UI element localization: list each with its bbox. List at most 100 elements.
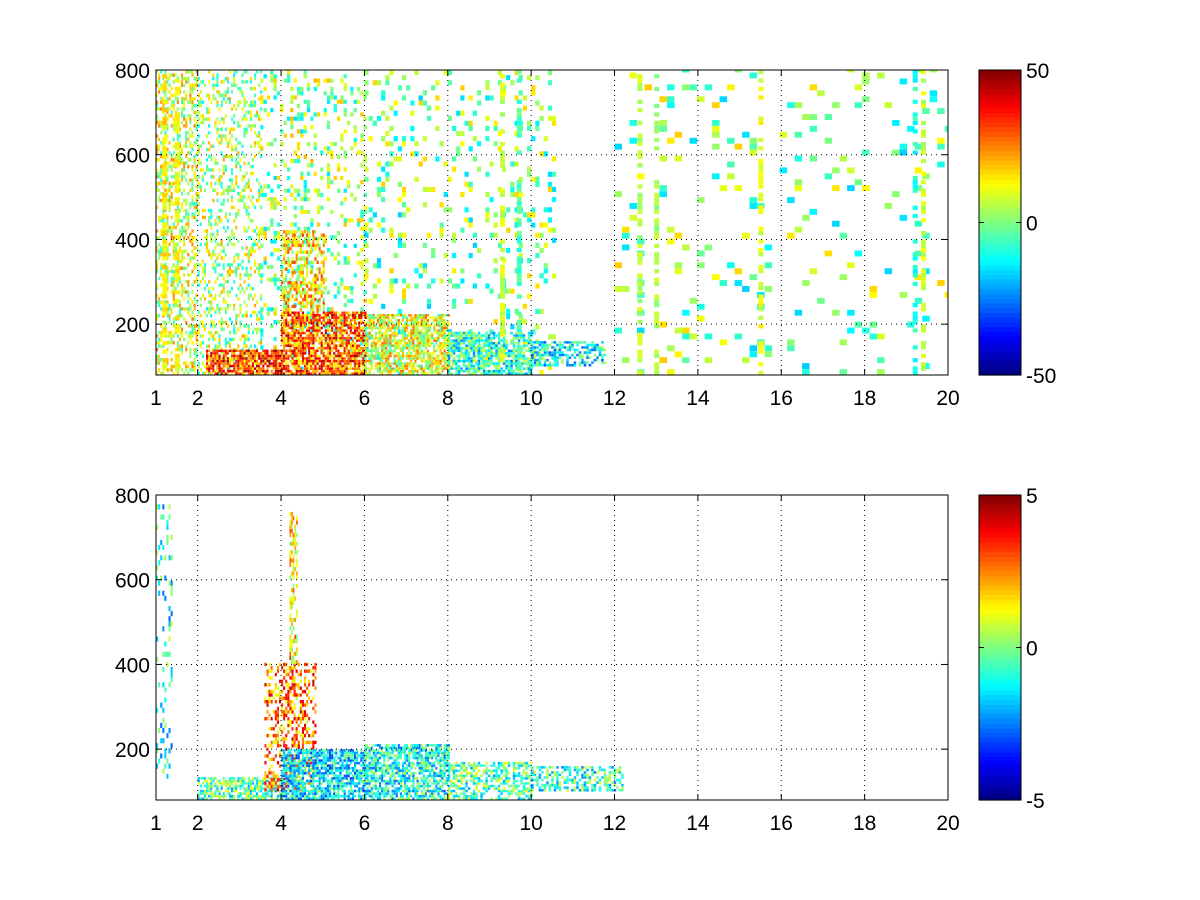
heatmap-cell: [254, 349, 257, 353]
heatmap-cell: [301, 372, 304, 375]
heatmap-cell: [185, 320, 188, 325]
heatmap-cell: [360, 334, 363, 337]
heatmap-cell: [183, 236, 186, 240]
heatmap-cell: [181, 178, 184, 182]
heatmap-cell: [447, 357, 451, 360]
heatmap-cell: [293, 372, 296, 375]
heatmap-cell: [326, 326, 329, 330]
heatmap-cell: [226, 269, 229, 274]
heatmap-cell: [426, 354, 429, 358]
heatmap-cell: [395, 319, 398, 322]
heatmap-cell: [231, 147, 234, 152]
heatmap-cell: [195, 351, 198, 355]
heatmap-cell: [314, 352, 317, 355]
heatmap-cell: [241, 107, 244, 111]
heatmap-cell: [401, 136, 407, 142]
heatmap-cell: [251, 362, 254, 365]
heatmap-cell: [455, 336, 458, 340]
heatmap-cell: [310, 372, 313, 375]
heatmap-cell: [228, 137, 231, 142]
heatmap-cell: [285, 357, 288, 360]
heatmap-cell: [445, 326, 448, 330]
heatmap-cell: [297, 319, 300, 322]
heatmap-cell: [247, 372, 250, 375]
heatmap-cell: [249, 114, 252, 118]
heatmap-cell: [401, 357, 404, 360]
heatmap-cell: [441, 357, 444, 360]
heatmap-cell: [306, 319, 309, 322]
heatmap-cell: [172, 225, 175, 230]
heatmap-cell: [310, 247, 313, 251]
heatmap-cell: [260, 345, 264, 350]
heatmap-cell: [350, 298, 354, 303]
heatmap-cell: [183, 168, 186, 172]
heatmap-cell: [168, 188, 171, 192]
heatmap-cell: [287, 349, 290, 353]
heatmap-cell: [181, 73, 184, 77]
heatmap-cell: [222, 192, 225, 196]
heatmap-cell: [195, 70, 198, 74]
heatmap-cell: [674, 351, 683, 358]
heatmap-cell: [335, 344, 338, 347]
heatmap-cell: [667, 238, 675, 245]
heatmap-cell: [368, 217, 373, 223]
heatmap-cell: [318, 291, 321, 295]
heatmap-cell: [381, 344, 384, 347]
heatmap-cell: [341, 324, 344, 327]
heatmap-cell: [220, 175, 223, 179]
heatmap-cell: [363, 125, 367, 130]
heatmap-cell: [420, 342, 423, 345]
heatmap-cell: [191, 334, 194, 338]
heatmap-cell: [527, 166, 532, 172]
heatmap-cell: [258, 134, 261, 138]
heatmap-cell: [241, 354, 244, 358]
heatmap-cell: [222, 97, 225, 101]
heatmap-cell: [291, 270, 294, 275]
heatmap-cell: [379, 316, 382, 319]
heatmap-cell: [181, 158, 184, 162]
heatmap-cell: [283, 331, 286, 335]
heatmap-cell: [264, 372, 267, 375]
heatmap-cell: [206, 367, 209, 370]
heatmap-cell: [156, 286, 159, 291]
heatmap-cell: [183, 297, 186, 301]
heatmap-cell: [303, 281, 307, 286]
heatmap-cell: [339, 342, 342, 345]
heatmap-cell: [354, 342, 357, 345]
heatmap-cell: [335, 364, 338, 368]
heatmap-cell: [272, 362, 275, 365]
heatmap-cell: [281, 354, 284, 358]
heatmap-cell: [439, 362, 442, 365]
heatmap-cell: [349, 352, 352, 355]
heatmap-cell: [306, 188, 311, 193]
heatmap-cell: [156, 371, 159, 375]
heatmap-cell: [231, 127, 234, 131]
heatmap-cell: [201, 324, 204, 328]
heatmap-cell: [345, 369, 348, 373]
heatmap-cell: [220, 242, 223, 247]
heatmap-cell: [185, 120, 188, 125]
heatmap-cell: [233, 364, 236, 368]
heatmap-cell: [295, 331, 298, 335]
heatmap-cell: [340, 175, 344, 181]
heatmap-cell: [308, 243, 311, 248]
heatmap-cell: [452, 359, 456, 363]
heatmap-cell: [424, 319, 427, 322]
heatmap-cell: [368, 314, 371, 317]
heatmap-cell: [266, 369, 269, 373]
heatmap-cell: [206, 359, 209, 363]
heatmap-cell: [228, 100, 231, 104]
heatmap-cell: [385, 115, 390, 121]
heatmap-cell: [350, 146, 354, 151]
heatmap-cell: [183, 239, 186, 243]
heatmap-cell: [410, 369, 415, 375]
heatmap-cell: [899, 78, 908, 85]
heatmap-cell: [366, 324, 369, 327]
heatmap-cell: [414, 362, 417, 365]
heatmap-cell: [270, 218, 274, 223]
heatmap-cell: [433, 324, 436, 327]
heatmap-cell: [212, 334, 215, 338]
heatmap-cell: [197, 76, 200, 81]
heatmap-cell: [452, 339, 456, 342]
heatmap-cell: [293, 188, 297, 193]
